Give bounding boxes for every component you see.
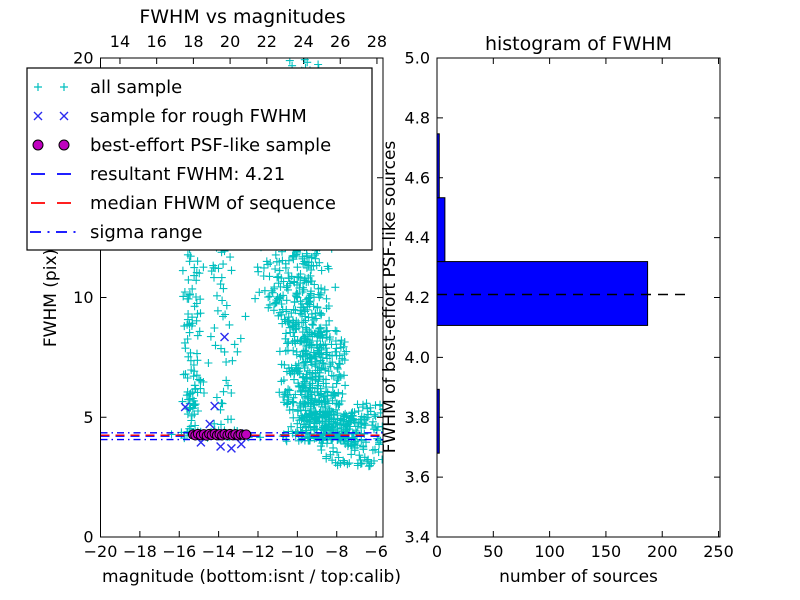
tick-label: −16 <box>162 542 196 561</box>
tick-label: 5 <box>83 408 93 427</box>
right-plot-ylabel: FWHM of best-effort PSF-like sources <box>380 140 400 454</box>
tick-label: 3.6 <box>405 468 430 487</box>
tick-label: 28 <box>367 32 387 51</box>
tick-label: 4.8 <box>405 108 430 127</box>
tick-label: −6 <box>364 542 388 561</box>
legend-label: all sample <box>90 77 182 98</box>
tick-label: 0 <box>432 542 442 561</box>
histogram-bars <box>436 133 649 454</box>
tick-label: −14 <box>202 542 236 561</box>
tick-label: 10 <box>73 288 93 307</box>
tick-label: 18 <box>183 32 203 51</box>
left-plot: −20 −18 −16 −14 −12 −10 −8 −6 14 16 18 20 22 24 26 28 0 5… <box>73 32 388 561</box>
tick-label: 0 <box>83 528 93 547</box>
left-plot-ylabel: FWHM (pix) <box>41 248 61 348</box>
tick-label: 150 <box>591 542 622 561</box>
tick-label: 5.0 <box>405 49 430 68</box>
left-plot-data <box>100 58 383 471</box>
tick-label: 16 <box>146 32 166 51</box>
hist-bar <box>436 261 649 326</box>
legend-box: all sample sample for rough FWHM best-effo… <box>26 67 373 251</box>
tick-label: 24 <box>293 32 313 51</box>
psf-sample-scatter <box>187 428 252 441</box>
tick-label: −12 <box>241 542 275 561</box>
legend-item-median-fhwm-of-sequence: median FHWM of sequence <box>31 193 336 214</box>
all-sample-scatter <box>167 58 383 471</box>
right-plot-xlabel: number of sources <box>499 567 658 587</box>
tick-label: 20 <box>220 32 240 51</box>
tick-label: 3.4 <box>405 528 430 547</box>
plus-icon <box>34 83 42 91</box>
left-plot-xlabel: magnitude (bottom:isnt / top:calib) <box>102 567 401 587</box>
tick-label: 4.4 <box>405 228 430 247</box>
legend-label: resultant FWHM: 4.21 <box>90 164 285 185</box>
tick-label: 26 <box>330 32 350 51</box>
left-plot-frame <box>100 57 384 538</box>
legend-label: median FHWM of sequence <box>90 193 336 214</box>
tick-label: 200 <box>647 542 678 561</box>
legend-label: best-effort PSF-like sample <box>90 135 331 156</box>
tick-label: −20 <box>84 542 118 561</box>
tick-label: −18 <box>123 542 157 561</box>
legend-item-sample-for-rough-fwhm: sample for rough FWHM <box>33 106 307 127</box>
tick-label: 4.6 <box>405 168 430 187</box>
legend-item-sigma-range: sigma range <box>30 222 202 243</box>
tick-label: 50 <box>483 542 503 561</box>
legend-item-all-sample: all sample <box>34 77 182 98</box>
legend-item-resultant-fwhm-4-21: resultant FWHM: 4.21 <box>31 164 285 185</box>
tick-label: 22 <box>257 32 277 51</box>
tick-label: 100 <box>534 542 565 561</box>
tick-label: 4.0 <box>405 348 430 367</box>
left-plot-title: FWHM vs magnitudes <box>139 6 346 28</box>
tick-label: 4.2 <box>405 288 430 307</box>
tick-label: 14 <box>110 32 130 51</box>
hist-bar <box>436 197 446 263</box>
right-plot-title: histogram of FWHM <box>484 33 673 55</box>
x-icon <box>59 111 69 121</box>
tick-label: 3.8 <box>405 408 430 427</box>
tick-label: −8 <box>325 542 349 561</box>
right-plot: 0 50 100 150 200 250 3.4 3.6 3.8 4.0 4.2 4.4 4.6 4.8 5… <box>405 49 734 562</box>
tick-label: 250 <box>703 542 734 561</box>
legend-item-best-effort-psf-like-sample: best-effort PSF-like sample <box>32 135 331 156</box>
x-icon <box>33 111 43 121</box>
tick-label: 20 <box>73 49 93 68</box>
circle-icon <box>32 139 44 151</box>
right-plot-frame <box>436 57 721 538</box>
legend-label: sigma range <box>90 222 202 243</box>
legend-label: sample for rough FWHM <box>90 106 307 127</box>
tick-label: −10 <box>280 542 314 561</box>
circle-icon <box>58 139 70 151</box>
plus-icon <box>60 83 68 91</box>
